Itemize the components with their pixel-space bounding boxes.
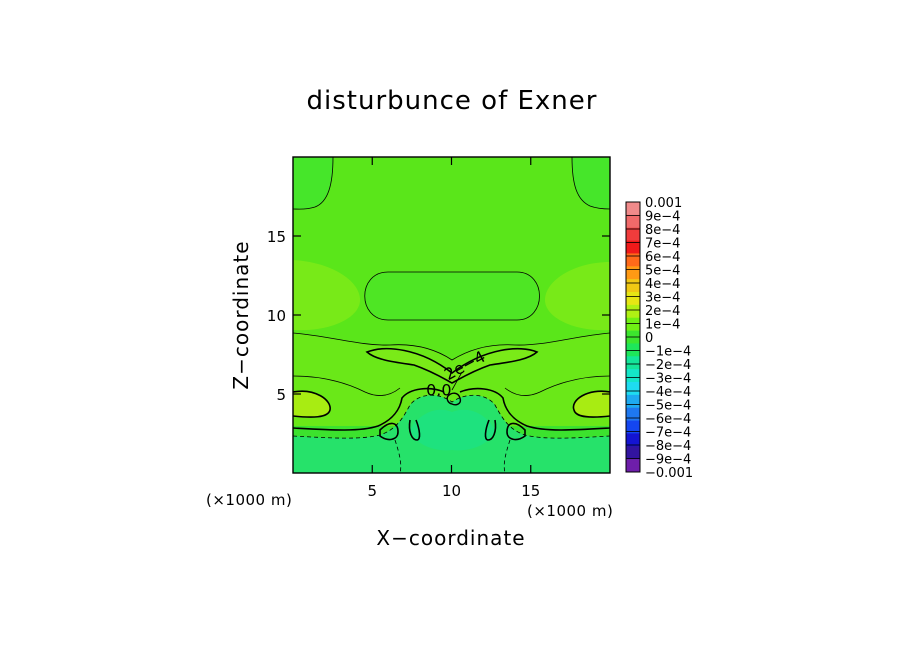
colorbar-label: −7e−4: [645, 426, 691, 441]
contour-label: 2e−4: [441, 347, 488, 384]
colorbar-label: −2e−4: [645, 358, 691, 373]
colorbar-swatch: [626, 369, 640, 383]
colorbar-swatch: [626, 304, 640, 319]
colorbar-swatch: [626, 343, 640, 357]
colorbar-label: 0: [645, 331, 653, 346]
colorbar-swatch: [626, 407, 640, 421]
x-tick-label: 10: [442, 482, 461, 500]
colorbar-label: 4e−4: [645, 277, 680, 292]
colorbar-label: −6e−4: [645, 412, 691, 427]
x-axis-unit-right: (×1000 m): [527, 502, 614, 520]
contour-labels: 0.02e−4: [426, 347, 488, 400]
colorbar-swatch: [626, 382, 640, 396]
colorbar-swatch: [626, 214, 640, 229]
colorbar-label: 8e−4: [645, 223, 680, 238]
y-tick-label: 10: [267, 307, 286, 325]
colorbar-label: 1e−4: [645, 318, 680, 333]
colorbar-label: −3e−4: [645, 372, 691, 387]
colorbar-swatch: [626, 279, 640, 293]
colorbar-swatch: [626, 420, 640, 434]
colorbar-swatch: [626, 317, 640, 331]
x-tick-label: 5: [367, 482, 377, 500]
colorbar-label: −1e−4: [645, 345, 691, 360]
colorbar-label: 9e−4: [645, 210, 680, 225]
x-axis-ticks: 5 10 15: [367, 157, 540, 500]
plot-frame: [292, 156, 611, 474]
colorbar-label: 0.001: [645, 196, 682, 211]
colorbar-label: −8e−4: [645, 439, 691, 454]
x-axis-unit-left: (×1000 m): [206, 491, 293, 509]
colorbar-swatch: [626, 292, 640, 306]
colorbar-swatch: [626, 240, 640, 254]
colorbar-label: −4e−4: [645, 385, 691, 400]
colorbar-label: −0.001: [645, 466, 693, 481]
colorbar-swatch: [626, 253, 640, 267]
chart-title: disturbunce of Exner: [306, 86, 598, 116]
y-axis-ticks: 5 10 15: [267, 228, 610, 404]
colorbar-swatch: [626, 227, 640, 241]
y-tick-label: 15: [267, 228, 286, 246]
colorbar-swatch: [626, 266, 640, 280]
colorbar-swatch: [626, 433, 640, 447]
y-tick-label: 5: [276, 386, 286, 404]
colorbar-swatch: [626, 446, 640, 460]
colorbar-swatch: [626, 459, 640, 473]
colorbar-label: −9e−4: [645, 453, 691, 468]
colorbar-label: −5e−4: [645, 399, 691, 414]
colorbar-swatch: [626, 394, 640, 409]
contour-label: 0.0: [426, 381, 451, 400]
x-axis-label: X−coordinate: [376, 526, 526, 550]
colorbar-label: 2e−4: [645, 304, 680, 319]
x-tick-label: 15: [521, 482, 540, 500]
plot-area-fill: [293, 157, 610, 473]
colorbar-label: 5e−4: [645, 264, 680, 279]
colorbar-swatch: [626, 356, 640, 370]
colorbar: 0.0019e−48e−47e−46e−45e−44e−43e−42e−41e−…: [625, 196, 693, 481]
colorbar-label: 3e−4: [645, 291, 680, 306]
colorbar-label: 6e−4: [645, 250, 680, 265]
y-axis-label: Z−coordinate: [229, 240, 253, 390]
colorbar-swatch: [626, 330, 640, 344]
colorbar-label: 7e−4: [645, 237, 680, 252]
colorbar-frame: [625, 201, 641, 473]
colorbar-swatch: [626, 202, 640, 216]
